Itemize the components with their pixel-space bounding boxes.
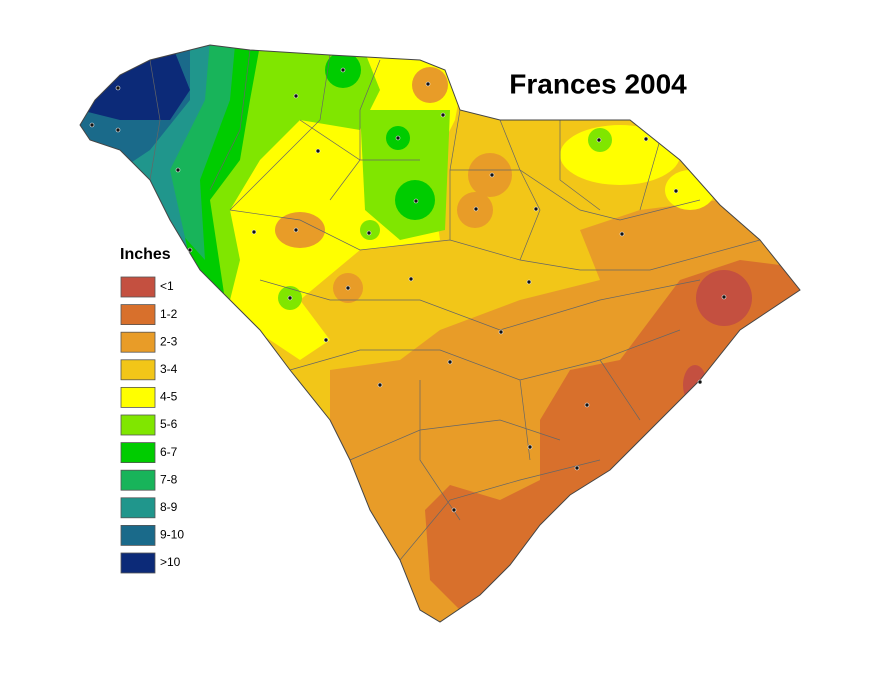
station xyxy=(366,230,372,236)
station xyxy=(345,285,351,291)
zone xyxy=(560,125,680,185)
legend-label: 6-7 xyxy=(160,445,178,459)
zone xyxy=(425,260,800,620)
station xyxy=(451,507,457,513)
legend-swatch xyxy=(120,442,156,464)
station xyxy=(473,206,479,212)
county-lines xyxy=(149,49,761,561)
legend-swatch xyxy=(120,497,156,519)
zone xyxy=(665,170,715,210)
station xyxy=(115,127,121,133)
legend-label: <1 xyxy=(160,279,174,293)
legend-swatch xyxy=(120,276,156,298)
station xyxy=(315,148,321,154)
station xyxy=(584,402,590,408)
legend-label: 2-3 xyxy=(160,334,178,348)
station xyxy=(293,93,299,99)
legend-label: 7-8 xyxy=(160,472,178,486)
station xyxy=(187,247,193,253)
zone xyxy=(80,45,190,120)
station xyxy=(596,137,602,143)
legend-label: 1-2 xyxy=(160,307,178,321)
station xyxy=(526,279,532,285)
station xyxy=(643,136,649,142)
legend-label: 9-10 xyxy=(160,528,184,542)
legend-swatch xyxy=(120,525,156,546)
station xyxy=(287,295,293,301)
legend-swatch xyxy=(120,469,156,491)
station xyxy=(251,229,257,235)
legend-swatch xyxy=(120,359,156,381)
legend-label: 5-6 xyxy=(160,417,178,431)
legend-label: >10 xyxy=(160,555,181,569)
station xyxy=(533,206,539,212)
station xyxy=(527,444,533,450)
legend-swatch xyxy=(120,386,156,408)
station xyxy=(408,276,414,282)
station xyxy=(619,231,625,237)
legend-swatch xyxy=(120,552,156,574)
legend-label: 8-9 xyxy=(160,500,178,514)
station xyxy=(721,294,727,300)
legend-swatch xyxy=(120,304,156,326)
map-title: Frances 2004 xyxy=(509,68,687,99)
station xyxy=(89,122,95,128)
legend-label: 4-5 xyxy=(160,390,178,404)
station xyxy=(447,359,453,365)
station xyxy=(323,337,329,343)
legend: <1 1-2 2-3 3-4 4-5 5-6 6-7 7-8 8-9 9-10 >10 xyxy=(120,276,184,574)
station xyxy=(395,135,401,141)
legend-title: Inches xyxy=(120,246,171,263)
station xyxy=(425,81,431,87)
station xyxy=(574,465,580,471)
station xyxy=(489,172,495,178)
station xyxy=(413,198,419,204)
station xyxy=(115,85,121,91)
zone xyxy=(275,212,325,248)
station xyxy=(293,227,299,233)
station xyxy=(440,112,446,118)
stations xyxy=(89,67,727,513)
station xyxy=(377,382,383,388)
legend-swatch xyxy=(120,331,156,353)
zone xyxy=(360,220,380,240)
legend-label: 3-4 xyxy=(160,362,178,376)
station xyxy=(340,67,346,73)
legend-swatch xyxy=(120,414,156,436)
station xyxy=(175,167,181,173)
station xyxy=(498,329,504,335)
station xyxy=(673,188,679,194)
station xyxy=(697,379,703,385)
